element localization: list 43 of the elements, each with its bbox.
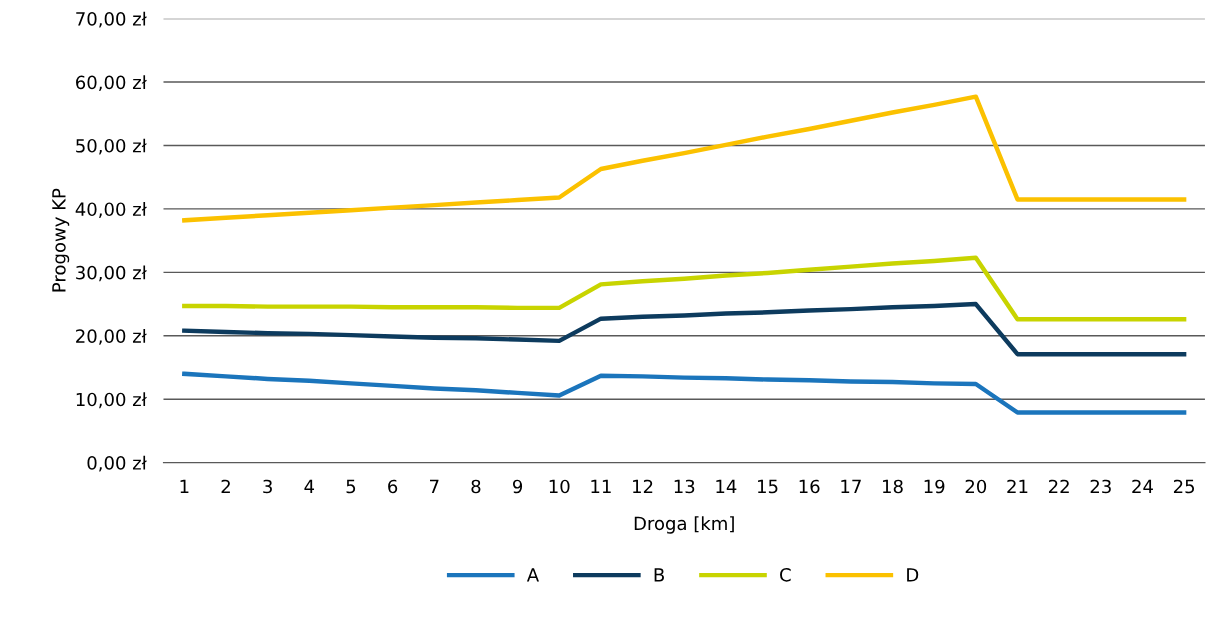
x-tick-label: 7 bbox=[430, 479, 439, 494]
x-tick-label: 23 bbox=[1090, 479, 1111, 494]
x-tick-label: 16 bbox=[799, 479, 820, 494]
line-series bbox=[182, 301, 1187, 357]
y-tick-label: 10,00 zł bbox=[76, 392, 147, 409]
y-tick-label: 50,00 zł bbox=[76, 138, 147, 155]
x-tick-label: 8 bbox=[471, 479, 481, 494]
y-tick-label: 0,00 zł bbox=[87, 455, 147, 472]
y-tick-label: 20,00 zł bbox=[76, 328, 147, 345]
legend-label: C bbox=[780, 568, 791, 582]
x-tick-label: 12 bbox=[633, 479, 653, 494]
x-tick-label: 13 bbox=[674, 479, 695, 494]
x-tick-label: 17 bbox=[841, 479, 861, 494]
x-tick-label: 24 bbox=[1132, 479, 1153, 494]
x-tick-label: 6 bbox=[388, 479, 398, 494]
line-series bbox=[182, 255, 1187, 322]
x-tick-label: 15 bbox=[758, 479, 778, 494]
x-tick-label: 11 bbox=[591, 479, 611, 494]
x-tick-label: 10 bbox=[549, 479, 570, 494]
y-tick-label: 40,00 zł bbox=[75, 202, 147, 218]
y-axis-title: Progowy KP bbox=[52, 188, 70, 292]
line-series bbox=[182, 371, 1187, 415]
x-tick-label: 21 bbox=[1007, 479, 1028, 494]
x-tick-label: 19 bbox=[924, 479, 945, 494]
x-tick-label: 2 bbox=[221, 479, 230, 494]
x-tick-label: 18 bbox=[883, 479, 903, 494]
legend-label: A bbox=[526, 568, 539, 582]
line-series bbox=[182, 94, 1187, 223]
y-tick-label: 70,00 zł bbox=[76, 11, 147, 28]
y-tick-label: 30,00 zł bbox=[76, 265, 147, 282]
x-axis-title: Droga [km] bbox=[634, 516, 734, 534]
y-tick-label: 60,00 zł bbox=[76, 75, 147, 92]
x-tick-label: 1 bbox=[180, 479, 189, 494]
legend-label: B bbox=[654, 568, 664, 582]
x-tick-label: 4 bbox=[304, 479, 315, 494]
x-tick-label: 14 bbox=[716, 479, 737, 494]
x-tick-label: 22 bbox=[1048, 479, 1069, 494]
x-tick-label: 5 bbox=[346, 479, 356, 494]
x-tick-label: 9 bbox=[512, 479, 523, 494]
x-tick-label: 25 bbox=[1173, 479, 1195, 494]
legend-label: D bbox=[907, 568, 919, 582]
x-tick-label: 3 bbox=[263, 479, 272, 494]
x-tick-label: 20 bbox=[965, 479, 987, 494]
